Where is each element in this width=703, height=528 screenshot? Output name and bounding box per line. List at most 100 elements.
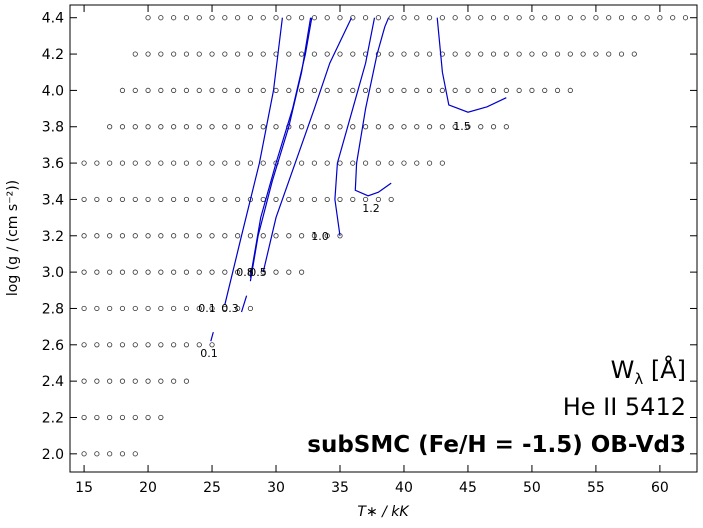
model-point <box>107 414 113 421</box>
model-point <box>171 51 177 57</box>
model-point <box>119 342 126 348</box>
model-point <box>235 269 241 275</box>
model-point <box>183 160 190 166</box>
contour-label: 1.0 <box>311 230 329 243</box>
model-point <box>503 124 509 130</box>
model-point <box>171 196 177 203</box>
model-point <box>503 15 509 21</box>
model-point <box>350 124 356 130</box>
model-point <box>119 124 126 130</box>
model-point <box>145 51 151 57</box>
model-point <box>145 233 151 239</box>
model-point <box>452 15 458 21</box>
model-point <box>94 305 100 312</box>
model-point <box>490 87 497 94</box>
model-point <box>171 124 177 130</box>
annotation-sub: λ <box>634 370 643 388</box>
model-point <box>299 196 305 203</box>
y-tick-label: 4.2 <box>42 47 64 63</box>
annotation: Wλ [Å] <box>611 355 686 388</box>
model-point <box>171 269 177 275</box>
x-tick-label: 45 <box>459 480 477 496</box>
model-point <box>183 87 190 94</box>
model-point <box>235 51 241 57</box>
model-point <box>593 15 599 21</box>
model-point <box>388 87 394 94</box>
model-point <box>171 305 177 312</box>
y-tick-label: 2.2 <box>42 410 64 426</box>
model-point <box>542 87 548 94</box>
model-point <box>158 196 164 203</box>
model-point <box>222 15 228 21</box>
model-point <box>670 15 676 21</box>
model-point <box>119 160 126 166</box>
model-point <box>145 87 151 94</box>
model-point <box>132 233 138 239</box>
model-point <box>350 196 356 203</box>
model-point <box>388 196 394 203</box>
model-point <box>145 160 151 166</box>
model-point <box>183 233 190 239</box>
model-point <box>580 15 586 21</box>
model-point <box>337 87 343 94</box>
model-point <box>183 305 190 312</box>
model-point <box>183 342 190 348</box>
model-point <box>222 51 228 57</box>
model-point <box>452 51 458 57</box>
model-point <box>222 87 228 94</box>
model-point <box>478 51 484 57</box>
model-point <box>171 87 177 94</box>
model-point <box>362 87 369 94</box>
contour-line <box>334 17 376 236</box>
model-point <box>158 15 164 21</box>
model-point <box>107 124 113 130</box>
model-point <box>81 269 87 275</box>
model-point <box>247 233 254 239</box>
model-point <box>401 15 407 21</box>
model-point <box>529 15 535 21</box>
model-point <box>299 51 305 57</box>
model-point <box>529 51 535 57</box>
model-point <box>196 160 202 166</box>
model-point <box>337 15 343 21</box>
model-point <box>606 51 612 57</box>
model-point <box>529 87 535 94</box>
model-point <box>324 124 330 130</box>
model-point <box>132 160 138 166</box>
model-point <box>273 15 279 21</box>
model-point <box>414 15 420 21</box>
annotation: He II 5412 <box>563 393 686 421</box>
x-tick-label: 25 <box>203 480 221 496</box>
model-point <box>81 414 87 421</box>
model-point <box>158 378 164 384</box>
model-point <box>145 15 151 21</box>
model-point <box>426 160 433 166</box>
model-point <box>235 196 241 203</box>
model-point <box>324 87 330 94</box>
y-tick-label: 3.6 <box>42 156 64 172</box>
model-point <box>196 15 202 21</box>
model-point <box>196 87 202 94</box>
model-point <box>119 378 126 384</box>
model-point <box>350 87 356 94</box>
model-point <box>401 51 407 57</box>
model-point <box>299 124 305 130</box>
model-point <box>273 87 279 94</box>
model-point <box>337 196 343 203</box>
x-tick-label: 20 <box>139 480 157 496</box>
model-point <box>490 15 497 21</box>
model-point <box>260 233 266 239</box>
model-point <box>235 124 241 130</box>
model-point <box>375 87 381 94</box>
model-point <box>183 196 190 203</box>
model-point <box>119 414 126 421</box>
model-point <box>260 15 266 21</box>
model-point <box>196 342 202 348</box>
model-point <box>81 342 87 348</box>
model-point <box>81 305 87 312</box>
model-point <box>618 51 625 57</box>
model-point <box>644 15 650 21</box>
model-point <box>260 87 266 94</box>
model-point <box>183 51 190 57</box>
model-point <box>439 87 445 94</box>
